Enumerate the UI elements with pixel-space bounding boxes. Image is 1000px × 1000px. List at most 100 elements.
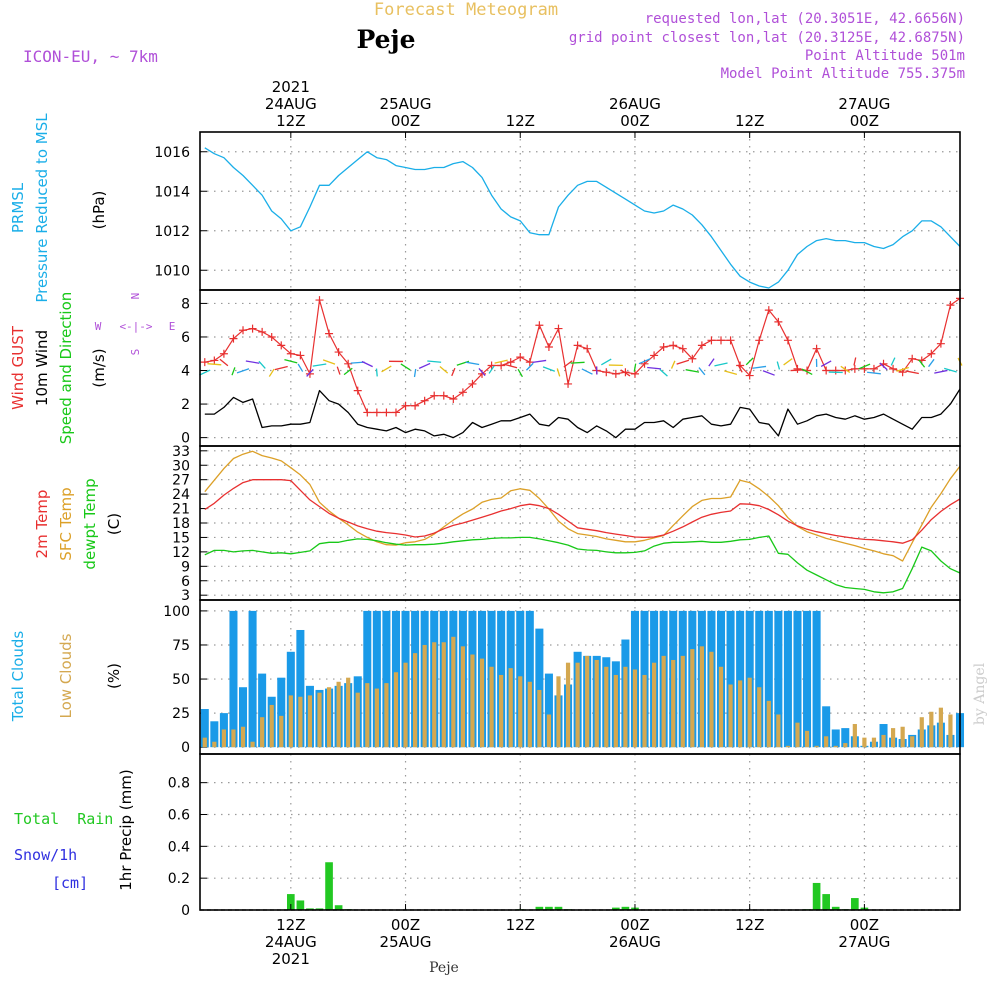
low-cloud-bar xyxy=(374,688,379,748)
wind-direction-arrow xyxy=(601,358,612,366)
legend-pressure-2: Pressure Reduced to MSL xyxy=(33,113,51,303)
y-tick-label: 1016 xyxy=(154,145,190,161)
wind-direction-arrow xyxy=(274,365,288,371)
low-cloud-bar xyxy=(546,714,552,748)
time-label-top: 25AUG xyxy=(380,95,432,113)
time-label-bottom: 00Z xyxy=(850,916,879,934)
panel-frame xyxy=(199,445,961,601)
low-cloud-bar xyxy=(346,677,351,748)
gust-marker xyxy=(755,336,764,345)
gust-marker xyxy=(239,326,248,335)
y-tick-label: 6 xyxy=(181,330,190,346)
total-cloud-bar xyxy=(736,610,745,748)
y-tick-label: 24 xyxy=(172,487,190,503)
low-cloud-bar xyxy=(326,687,332,748)
low-cloud-bar xyxy=(317,692,322,748)
gust-marker xyxy=(382,408,391,417)
gust-marker xyxy=(659,343,668,352)
low-cloud-bar xyxy=(632,669,638,748)
wind-direction-arrow xyxy=(685,369,700,373)
low-cloud-bar xyxy=(680,655,685,748)
compass-n: N xyxy=(129,293,142,300)
wind-direction-arrow xyxy=(890,357,896,366)
time-label-bottom: 27AUG xyxy=(838,933,890,951)
low-cloud-bar xyxy=(948,714,953,748)
low-cloud-bar xyxy=(843,743,848,748)
legend-wind: 10m Wind xyxy=(33,330,51,406)
gust-marker xyxy=(554,324,563,333)
gust-marker xyxy=(831,366,840,375)
low-cloud-bar xyxy=(613,674,618,748)
low-cloud-bar xyxy=(890,728,896,748)
total-cloud-bar xyxy=(755,610,764,748)
sfc-temp-line xyxy=(204,450,961,562)
gust-marker xyxy=(793,364,802,373)
wind-direction-arrow xyxy=(306,368,314,377)
wind-direction-arrow xyxy=(413,368,417,378)
gust-marker xyxy=(210,356,219,365)
low-cloud-bar xyxy=(862,737,867,748)
total-cloud-bar xyxy=(812,610,821,748)
gust-marker xyxy=(535,321,544,330)
y-tick-label: 30 xyxy=(172,458,190,474)
wind-direction-arrow xyxy=(312,363,327,367)
rain-bar xyxy=(851,898,859,910)
time-label-bottom: 25AUG xyxy=(380,933,432,951)
gust-marker xyxy=(688,354,697,363)
total-cloud-bar xyxy=(793,610,802,748)
gust-marker xyxy=(200,358,209,367)
time-label-bottom: 12Z xyxy=(276,916,305,934)
low-cloud-bar xyxy=(240,726,246,748)
wind-direction-arrow xyxy=(439,366,449,374)
total-cloud-bar xyxy=(764,610,773,748)
gust-marker xyxy=(516,353,525,362)
wind-direction-arrow xyxy=(581,368,593,375)
wind-direction-arrow xyxy=(219,358,229,367)
y-tick-label: 0.6 xyxy=(168,807,190,823)
legend-sfc-temp: SFC Temp xyxy=(57,487,75,560)
low-cloud-bar xyxy=(412,653,418,748)
wind-direction-arrow xyxy=(698,367,706,376)
low-cloud-bar xyxy=(212,741,217,748)
time-label-top: 00Z xyxy=(850,112,879,130)
product-title: Forecast Meteogram xyxy=(374,0,558,20)
legend-wind-unit: (m/s) xyxy=(90,348,108,387)
total-cloud-bar xyxy=(296,629,305,748)
gust-marker xyxy=(353,386,362,395)
gust-marker xyxy=(812,344,821,353)
wind-direction-arrow xyxy=(258,360,266,369)
wind-direction-arrow xyxy=(451,367,456,377)
low-cloud-bar xyxy=(709,651,714,748)
rain-bar xyxy=(545,906,553,910)
gust-marker xyxy=(372,408,381,417)
rain-bar xyxy=(334,905,343,910)
rain-bar xyxy=(296,900,305,910)
low-cloud-bar xyxy=(623,666,628,748)
low-cloud-bar xyxy=(260,717,265,748)
y-tick-label: 25 xyxy=(172,706,190,722)
wind-direction-arrow xyxy=(284,359,298,364)
wind-direction-arrow xyxy=(478,368,486,377)
wind-direction-arrow xyxy=(724,370,738,376)
y-tick-label: 33 xyxy=(172,444,190,460)
total-cloud-bar xyxy=(239,687,248,748)
low-cloud-bar xyxy=(651,662,657,748)
legend-total-rain: Total Rain xyxy=(14,810,113,828)
wind-direction-arrow xyxy=(647,366,662,370)
gust-marker xyxy=(487,361,496,370)
low-cloud-bar xyxy=(565,662,571,748)
low-cloud-bar xyxy=(661,655,666,748)
wind-direction-arrow xyxy=(494,359,508,364)
gust-marker xyxy=(936,339,945,348)
wind-direction-arrow xyxy=(737,364,743,373)
low-cloud-bar xyxy=(671,659,676,748)
total-cloud-bar xyxy=(822,706,831,748)
low-cloud-bar xyxy=(795,722,800,748)
gust-marker xyxy=(325,329,334,338)
total-cloud-bar xyxy=(363,610,372,748)
total-cloud-bar xyxy=(210,721,219,748)
gust-marker xyxy=(420,396,429,405)
y-tick-label: 0.4 xyxy=(168,839,190,855)
